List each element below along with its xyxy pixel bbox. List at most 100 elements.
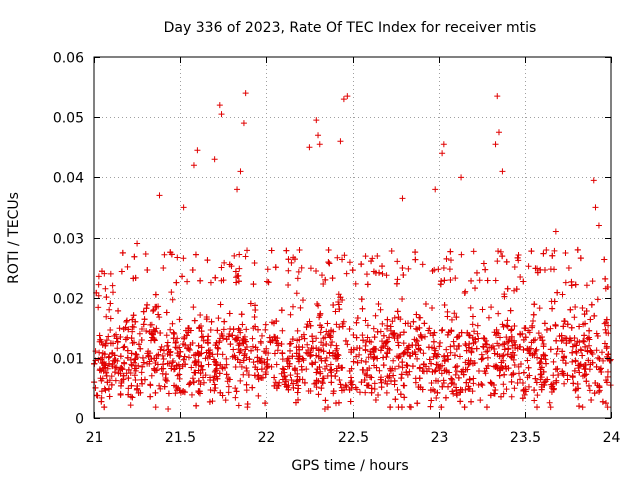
data-point [541,352,548,359]
data-point [340,318,347,325]
data-point [320,342,327,349]
data-point [501,371,508,378]
data-point [555,371,562,378]
data-point [230,326,237,333]
data-point [103,372,110,379]
data-point [306,144,313,151]
data-point [184,278,191,285]
data-point [199,366,206,373]
data-point [399,364,406,371]
data-point [472,285,479,292]
data-point [496,353,503,360]
data-point [172,339,179,346]
data-point [97,356,104,363]
data-point [583,282,590,289]
data-point [180,388,187,395]
data-point [444,331,451,338]
data-point [138,337,145,344]
data-point [163,332,170,339]
data-point [180,255,187,262]
data-point [221,318,228,325]
data-point [490,390,497,397]
data-point [96,332,103,339]
data-point [336,324,343,331]
data-point [559,348,566,355]
data-point [593,363,600,370]
data-point [550,358,557,365]
data-point [474,330,481,337]
data-point [506,335,513,342]
data-point [391,335,398,342]
data-point [465,332,472,339]
data-point [371,386,378,393]
data-point [252,344,259,351]
data-point [568,282,575,289]
data-point [520,346,527,353]
data-point [211,368,218,375]
data-point [271,350,278,357]
data-point [267,339,274,346]
data-point [107,315,114,322]
data-point [106,393,113,400]
data-point [353,334,360,341]
data-point [317,370,324,377]
data-point [541,379,548,386]
data-point [124,354,131,361]
data-point [350,358,357,365]
data-point [562,360,569,367]
data-point [585,334,592,341]
data-point [414,400,421,407]
data-point [217,301,224,308]
data-point [390,357,397,364]
data-point [254,326,261,333]
data-point [576,403,583,410]
data-point [157,329,164,336]
data-point [262,400,269,407]
data-point [96,349,103,356]
data-point [569,374,576,381]
data-point [546,399,553,406]
data-point [421,320,428,327]
data-point [151,327,158,334]
data-point [272,264,279,271]
data-point [511,339,518,346]
data-point [111,369,118,376]
data-point [470,340,477,347]
data-point [109,282,116,289]
data-point [354,315,361,322]
data-point [413,337,420,344]
data-point [532,265,539,272]
data-point [151,355,158,362]
data-point [596,366,603,373]
data-point [482,266,489,273]
data-point [364,367,371,374]
data-point [207,376,214,383]
data-point [445,329,452,336]
data-point [207,327,214,334]
data-point [161,383,168,390]
data-point [379,320,386,327]
data-point [95,273,102,280]
data-point [298,366,305,373]
data-point [554,345,561,352]
data-point [595,354,602,361]
data-point [438,370,445,377]
data-point [447,248,454,255]
data-point [191,359,198,366]
data-point [180,340,187,347]
data-point [448,328,455,335]
data-point [174,254,181,261]
data-point [550,385,557,392]
data-point [197,381,204,388]
data-point [313,117,320,124]
data-point [340,96,347,103]
data-point [504,339,511,346]
data-point [222,364,229,371]
data-point [156,314,163,321]
data-point [297,304,304,311]
data-point [561,380,568,387]
data-point [206,398,213,405]
data-point [102,364,109,371]
data-point [428,379,435,386]
y-tick-label: 0.06 [53,51,84,67]
